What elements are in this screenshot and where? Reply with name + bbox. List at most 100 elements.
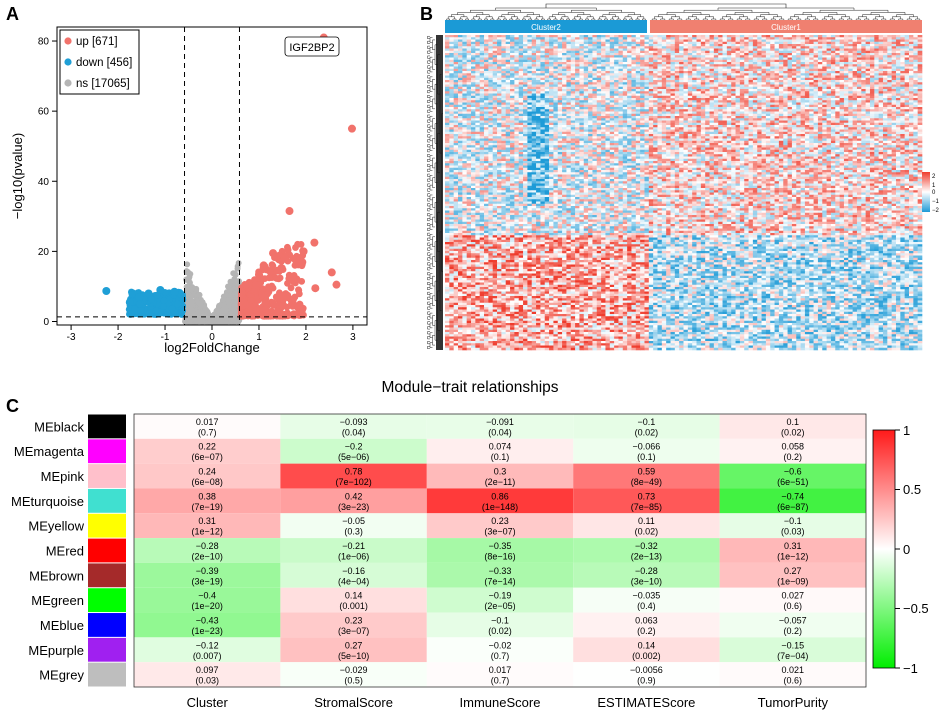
dendrogram-branch <box>427 90 430 94</box>
heatmap-cell <box>822 64 827 67</box>
heatmap-cell <box>475 66 480 70</box>
heatmap-cell <box>852 57 858 61</box>
heatmap-cell <box>874 55 879 58</box>
heatmap-cell <box>492 44 498 47</box>
heatmap-cell <box>874 53 879 56</box>
heatmap-cell <box>488 100 493 103</box>
heatmap-cell <box>865 91 871 94</box>
heatmap-cell <box>718 91 723 94</box>
heatmap-cell <box>566 50 572 54</box>
heatmap-cell <box>817 64 823 67</box>
heatmap-cell <box>588 66 593 70</box>
heatmap-cell <box>557 84 563 88</box>
heatmap-cell <box>536 86 541 90</box>
heatmap-cell <box>700 64 706 67</box>
heatmap-cell <box>752 64 758 67</box>
heatmap-cell <box>562 37 567 40</box>
heatmap-cell <box>731 62 736 65</box>
heatmap-cell <box>575 95 580 99</box>
heatmap-cell <box>601 55 606 58</box>
dendrogram-branch <box>429 106 433 112</box>
heatmap-cell <box>895 68 901 72</box>
heatmap-cell <box>566 82 572 85</box>
up-point <box>347 124 356 133</box>
heatmap-cell <box>484 53 489 56</box>
heatmap-cell <box>700 46 706 49</box>
heatmap-cell <box>679 73 684 76</box>
heatmap-cell <box>809 39 814 43</box>
heatmap-cell <box>657 75 663 79</box>
heatmap-cell <box>895 93 901 97</box>
heatmap-cell <box>562 62 567 65</box>
heatmap-cell <box>687 62 693 65</box>
heatmap-cell <box>804 73 810 76</box>
heatmap-cell <box>588 59 593 63</box>
heatmap-cell <box>887 93 892 97</box>
heatmap-cell <box>770 53 775 56</box>
heatmap-cell <box>670 89 676 92</box>
dendrogram-branch <box>427 242 430 246</box>
heatmap-cell <box>488 86 493 90</box>
heatmap-cell <box>679 80 684 83</box>
heatmap-cell <box>540 95 546 99</box>
heatmap-cell <box>826 53 832 56</box>
heatmap-cell <box>904 53 910 56</box>
heatmap-cell <box>804 48 810 52</box>
heatmap-cell <box>822 89 827 92</box>
heatmap-cell <box>761 59 767 63</box>
heatmap-cell <box>826 86 832 90</box>
heatmap-cell <box>735 53 741 56</box>
heatmap-cell <box>757 50 762 54</box>
heatmap-cell <box>618 53 624 56</box>
heatmap-cell <box>622 75 628 79</box>
heatmap-cell <box>752 77 758 81</box>
heatmap-cell <box>640 73 645 76</box>
heatmap-cell <box>644 95 650 99</box>
dendrogram-branch <box>432 39 435 51</box>
heatmap-cell <box>913 98 918 101</box>
heatmap-cell <box>609 46 615 49</box>
heatmap-cell <box>653 77 658 81</box>
heatmap-cell <box>908 80 914 83</box>
heatmap-cell <box>518 44 524 47</box>
heatmap-cell <box>588 41 593 45</box>
heatmap-cell <box>562 84 567 88</box>
heatmap-cell <box>917 46 923 49</box>
heatmap-cell <box>614 44 619 47</box>
heatmap-cell <box>514 46 520 49</box>
heatmap-cell <box>748 89 754 92</box>
heatmap-cell <box>471 84 476 88</box>
dendrogram-branch <box>501 14 515 17</box>
heatmap-cell <box>869 44 875 47</box>
cluster1-label: Cluster1 <box>771 23 801 32</box>
heatmap-cell <box>471 37 476 40</box>
heatmap-cell <box>744 89 749 92</box>
heatmap-cell <box>523 95 528 99</box>
heatmap-cell <box>765 50 771 54</box>
heatmap-cell <box>735 89 741 92</box>
heatmap-cell <box>891 93 897 97</box>
heatmap-cell <box>518 66 524 70</box>
dendrogram-branch <box>819 9 889 13</box>
heatmap-cell <box>648 80 654 83</box>
heatmap-cell <box>592 80 598 83</box>
heatmap-cell <box>839 71 845 74</box>
heatmap-cell <box>579 39 585 43</box>
heatmap-cell <box>813 62 819 65</box>
heatmap-cell <box>557 71 563 74</box>
heatmap-cell <box>592 89 598 92</box>
heatmap-cell <box>783 80 788 83</box>
heatmap-cell <box>557 93 563 97</box>
heatmap-cell <box>518 77 524 81</box>
heatmap-cell <box>852 100 858 103</box>
heatmap-cell <box>471 77 476 81</box>
heatmap-cell <box>874 41 879 45</box>
heatmap-cell <box>466 93 472 97</box>
heatmap-cell <box>709 50 715 54</box>
heatmap-cell <box>622 53 628 56</box>
heatmap-cell <box>800 86 806 90</box>
heatmap-cell <box>566 35 572 38</box>
heatmap-cell <box>744 48 749 52</box>
heatmap-cell <box>826 89 832 92</box>
heatmap-cell <box>852 37 858 40</box>
